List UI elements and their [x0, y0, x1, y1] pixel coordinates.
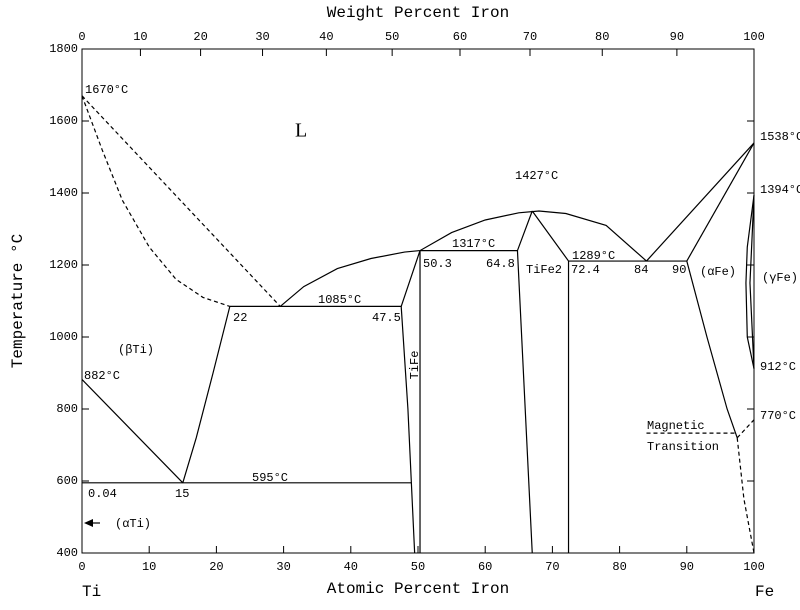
- x2-tick-label: 20: [193, 30, 207, 44]
- annotation: 882°C: [84, 369, 120, 383]
- annotation: Transition: [647, 440, 719, 454]
- y-tick-label: 800: [56, 402, 78, 416]
- annotation: (βTi): [118, 343, 154, 357]
- phase-boundary: [745, 195, 755, 369]
- y-tick-label: 1600: [49, 114, 78, 128]
- annotation: 1427°C: [515, 169, 558, 183]
- plot-frame: [81, 48, 755, 554]
- top-axis-title: Weight Percent Iron: [327, 4, 509, 22]
- annotation: Magnetic: [647, 419, 705, 433]
- annotation: 912°C: [760, 360, 796, 374]
- x-tick-label: 0: [78, 560, 85, 574]
- annotation: 15: [175, 487, 189, 501]
- annotation: 1289°C: [572, 249, 615, 263]
- x2-tick-label: 90: [670, 30, 684, 44]
- phase-boundary: [279, 210, 647, 307]
- annotation: (αTi): [115, 517, 151, 531]
- phase-boundary: [749, 195, 755, 369]
- y-tick-label: 1800: [49, 42, 78, 56]
- annotation: 90: [672, 263, 686, 277]
- phase-boundary: [736, 437, 755, 554]
- annotation: TiFe2: [526, 263, 562, 277]
- annotation: 47.5: [372, 311, 401, 325]
- x-tick-label: 30: [276, 560, 290, 574]
- left-element: Ti: [82, 583, 101, 601]
- annotation: 770°C: [760, 409, 796, 423]
- annotation: 595°C: [252, 471, 288, 485]
- annotation: L: [295, 120, 307, 142]
- annotation: 50.3: [423, 257, 452, 271]
- x-tick-label: 50: [411, 560, 425, 574]
- annotation: 1670°C: [85, 83, 128, 97]
- phase-boundary: [400, 306, 416, 554]
- x-tick-label: 60: [478, 560, 492, 574]
- x2-tick-label: 10: [133, 30, 147, 44]
- x2-tick-label: 60: [453, 30, 467, 44]
- x2-tick-label: 30: [255, 30, 269, 44]
- annotation: (αFe): [700, 265, 736, 279]
- phase-boundary: [81, 95, 231, 307]
- annotation: 1317°C: [452, 237, 495, 251]
- arrow-head: [84, 519, 93, 527]
- y-tick-label: 1000: [49, 330, 78, 344]
- y-tick-label: 600: [56, 474, 78, 488]
- annotation: 0.04: [88, 487, 117, 501]
- x-tick-label: 20: [209, 560, 223, 574]
- x2-tick-label: 50: [385, 30, 399, 44]
- phase-boundary: [516, 210, 533, 554]
- x2-tick-label: 0: [78, 30, 85, 44]
- y-tick-label: 400: [56, 546, 78, 560]
- annotation: 1085°C: [318, 293, 361, 307]
- x-tick-label: 40: [344, 560, 358, 574]
- phase-boundary: [400, 250, 421, 307]
- right-element: Fe: [755, 583, 774, 601]
- annotation: 72.4: [571, 263, 600, 277]
- annotation: 84: [634, 263, 648, 277]
- y-tick-label: 1400: [49, 186, 78, 200]
- phase-boundary: [81, 379, 184, 484]
- x2-tick-label: 100: [743, 30, 765, 44]
- x-tick-label: 10: [142, 560, 156, 574]
- y-tick-label: 1200: [49, 258, 78, 272]
- x-axis-title: Atomic Percent Iron: [327, 580, 509, 598]
- phase-boundary: [646, 142, 755, 262]
- x2-tick-label: 40: [319, 30, 333, 44]
- y-axis-title: Temperature °C: [9, 234, 27, 368]
- annotation: (γFe): [762, 271, 798, 285]
- x2-tick-label: 80: [595, 30, 609, 44]
- x-tick-label: 70: [545, 560, 559, 574]
- annotation: TiFe: [408, 351, 422, 380]
- x-tick-label: 90: [680, 560, 694, 574]
- x2-tick-label: 70: [523, 30, 537, 44]
- phase-boundary: [182, 306, 231, 483]
- annotation: 64.8: [486, 257, 515, 271]
- x-tick-label: 80: [612, 560, 626, 574]
- phase-boundary: [736, 419, 755, 439]
- phase-boundary: [686, 142, 755, 262]
- x-tick-label: 100: [743, 560, 765, 574]
- annotation: 22: [233, 311, 247, 325]
- annotation: 1394°C: [760, 183, 800, 197]
- phase-boundary: [686, 260, 738, 438]
- phase-boundary: [81, 95, 281, 307]
- annotation: 1538°C: [760, 130, 800, 144]
